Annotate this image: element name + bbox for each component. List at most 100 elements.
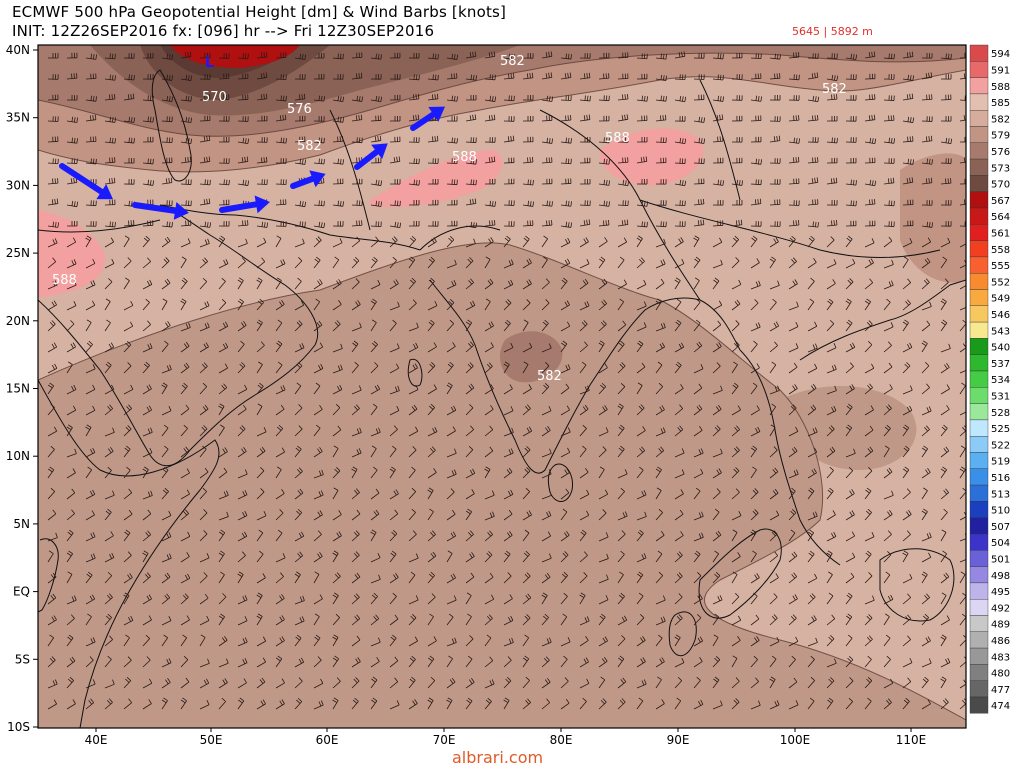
wind-barb <box>845 403 853 416</box>
wind-barb <box>294 404 303 416</box>
wind-barb <box>921 200 933 206</box>
wind-barb <box>560 488 570 500</box>
wind-barb <box>845 466 854 479</box>
wind-barb <box>959 199 966 206</box>
wind-barb <box>940 529 947 542</box>
wind-barb <box>180 238 191 248</box>
legend-swatch <box>969 175 989 192</box>
wind-barb <box>351 530 360 542</box>
wind-barb <box>351 404 360 416</box>
wind-barb <box>408 636 419 647</box>
wind-barb <box>579 95 591 102</box>
wind-barb <box>560 530 570 542</box>
wind-barb <box>541 531 552 542</box>
wind-barb <box>237 551 246 563</box>
wind-barb <box>883 322 894 332</box>
wind-barb <box>693 487 701 500</box>
wind-barb <box>845 53 858 60</box>
wind-barb <box>921 383 930 395</box>
wind-barb <box>655 616 666 626</box>
wind-barb <box>940 657 951 668</box>
chart-title: ECMWF 500 hPa Geopotential Height [dm] &… <box>12 3 507 21</box>
wind-barb <box>85 571 93 584</box>
wind-barb <box>541 72 553 80</box>
wind-barb <box>902 256 909 269</box>
wind-barb <box>465 238 476 248</box>
wind-barb <box>408 363 418 374</box>
wind-barb <box>921 508 928 521</box>
wind-barb <box>199 277 208 290</box>
wind-barb <box>560 72 572 80</box>
wind-barb <box>332 613 340 626</box>
wind-barb <box>313 53 325 59</box>
wind-barb <box>313 200 325 207</box>
wind-barb <box>883 445 890 458</box>
legend-swatch <box>969 158 989 176</box>
wind-barb <box>104 571 113 584</box>
wind-barb <box>123 656 132 668</box>
wind-barb <box>560 340 568 353</box>
wind-barb <box>617 298 625 311</box>
wind-barb <box>503 299 512 311</box>
wind-barb <box>104 427 115 437</box>
wind-barb <box>674 51 686 59</box>
wind-barb <box>731 382 739 395</box>
wind-barb <box>66 595 77 605</box>
lon-label: 100E <box>780 733 811 747</box>
legend-label: 486 <box>991 636 1010 647</box>
wind-barb <box>123 445 131 458</box>
wind-barb <box>541 220 553 227</box>
wind-barb <box>427 468 437 479</box>
wind-barb <box>294 53 307 60</box>
wind-barb <box>636 553 647 563</box>
wind-barb <box>788 636 799 647</box>
wind-barb <box>579 404 589 416</box>
wind-barb <box>199 198 211 206</box>
wind-barb <box>427 403 435 416</box>
wind-barb <box>218 490 229 500</box>
wind-barb <box>503 467 513 479</box>
wind-barb <box>655 382 664 395</box>
legend-label: 495 <box>991 587 1010 598</box>
wind-barb <box>161 678 171 689</box>
wind-barb <box>446 116 458 122</box>
wind-barb <box>883 530 892 542</box>
wind-barb <box>826 697 834 710</box>
wind-barb <box>959 52 966 59</box>
wind-barb <box>294 257 303 269</box>
legend-swatch <box>969 321 989 339</box>
wind-barb <box>351 278 360 290</box>
wind-barb <box>294 221 306 228</box>
wind-barb <box>693 319 701 332</box>
wind-barb <box>845 592 853 605</box>
wind-barb <box>864 697 872 710</box>
legend-swatch <box>969 240 989 258</box>
wind-barb <box>902 445 910 458</box>
wind-barb <box>940 278 949 290</box>
flow-arrow <box>59 163 114 200</box>
wind-barb <box>750 426 761 437</box>
wind-barb <box>161 382 168 395</box>
wind-barb <box>370 340 378 353</box>
wind-barb <box>389 200 401 207</box>
wind-barb <box>750 529 757 542</box>
wind-barb <box>693 277 700 290</box>
wind-barb <box>161 298 168 311</box>
wind-barb <box>123 362 132 374</box>
wind-barb <box>199 342 209 353</box>
wind-barb <box>104 531 114 542</box>
wind-barb <box>864 51 876 59</box>
wind-barb <box>218 136 230 143</box>
wind-barb <box>256 573 266 584</box>
wind-barb <box>674 116 686 122</box>
wind-barb <box>940 256 948 269</box>
wind-barb <box>351 114 363 122</box>
wind-barb <box>503 116 515 122</box>
wind-barb <box>199 572 208 584</box>
wind-barb <box>389 425 398 437</box>
wind-barb <box>826 571 833 584</box>
wind-barb <box>712 676 720 689</box>
wind-barb <box>655 200 667 206</box>
wind-barb <box>788 219 800 227</box>
wind-barb <box>731 219 743 227</box>
